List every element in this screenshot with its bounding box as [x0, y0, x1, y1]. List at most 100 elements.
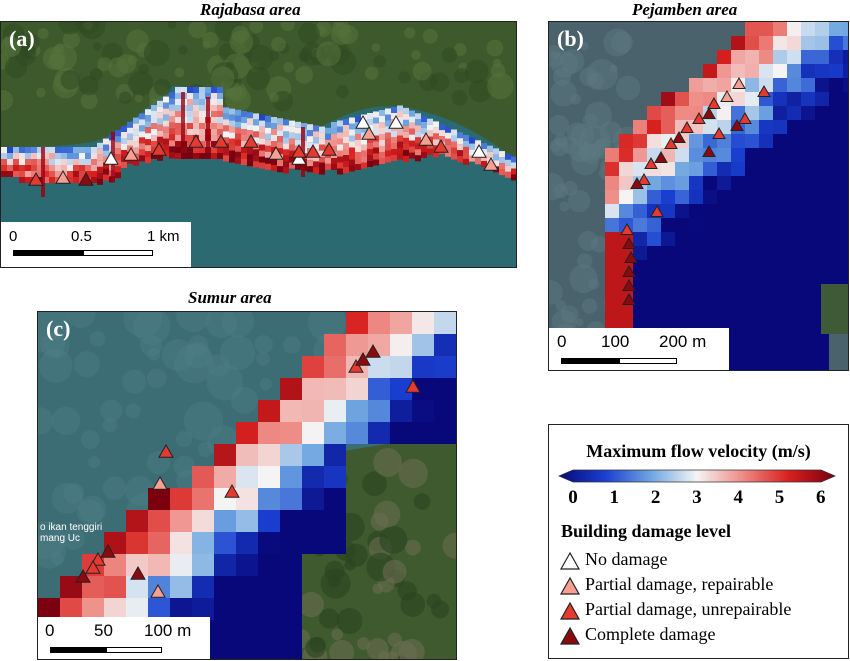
building-marker — [28, 171, 44, 186]
building-marker — [672, 130, 686, 143]
building-marker — [622, 264, 636, 277]
building-marker — [738, 111, 752, 124]
building-marker — [158, 443, 174, 458]
scale-bar-a: 0 0.5 1 km — [1, 222, 191, 267]
scale-a-tick-1: 0.5 — [71, 228, 92, 245]
damage-level-label: Partial damage, repairable — [585, 574, 774, 594]
scale-c-tick-1: 50 — [94, 621, 113, 640]
damage-level-label: Partial damage, unrepairable — [585, 599, 792, 619]
building-marker — [348, 358, 364, 373]
building-marker — [622, 292, 636, 305]
building-marker — [471, 143, 487, 158]
colorbar-tick-label: 4 — [733, 487, 743, 508]
building-marker — [291, 143, 307, 158]
building-marker — [622, 278, 636, 291]
panel-b-label: (b) — [557, 26, 584, 51]
velocity-legend-title: Maximum flow velocity (m/s) — [586, 441, 811, 461]
building-marker — [100, 543, 116, 558]
building-marker — [188, 133, 204, 148]
map-legend: Maximum flow velocity (m/s) 0 1 2 3 4 5 6 Buil… — [548, 424, 849, 659]
building-marker — [644, 156, 658, 169]
building-marker — [151, 141, 167, 156]
damage-level-label: No damage — [585, 549, 668, 569]
panel-c-title: Sumur area — [188, 288, 272, 307]
building-marker — [243, 133, 259, 148]
building-marker — [55, 169, 71, 184]
scale-bar-c: 0 50 100 m — [38, 617, 210, 659]
scale-b-tick-2: 200 m — [659, 332, 707, 351]
triangle-icon — [559, 551, 581, 570]
building-marker — [664, 136, 678, 149]
sumur-map-image — [38, 312, 456, 659]
building-marker — [680, 120, 694, 133]
building-marker — [720, 89, 734, 102]
colorbar-tick-label: 6 — [816, 487, 826, 508]
scale-a-bar-black — [13, 250, 83, 256]
colorbar-tick-label: 1 — [609, 487, 620, 508]
panel-a-label: (a) — [9, 26, 35, 51]
scale-a-bar-white — [83, 250, 153, 256]
building-marker — [730, 118, 744, 131]
triangle-icon — [559, 601, 581, 620]
building-marker — [630, 176, 644, 189]
building-marker — [712, 126, 726, 139]
building-marker — [418, 131, 434, 146]
building-marker — [123, 146, 139, 161]
panel-b-title: Pejamben area — [632, 0, 738, 19]
scale-b-tick-0: 0 — [557, 332, 567, 351]
scale-c-tick-0: 0 — [45, 621, 55, 640]
building-marker — [650, 204, 664, 217]
scale-a-tick-0: 0 — [9, 228, 18, 245]
building-marker — [361, 125, 377, 140]
building-marker — [707, 96, 721, 109]
scale-c-bar-white — [106, 647, 162, 653]
building-marker — [355, 351, 371, 366]
building-marker — [732, 76, 746, 89]
building-marker — [637, 172, 651, 185]
building-marker — [78, 171, 94, 186]
damage-level-label: Complete damage — [585, 624, 716, 644]
building-marker — [483, 156, 499, 171]
building-marker — [624, 250, 638, 263]
building-marker — [130, 565, 146, 580]
building-marker — [355, 114, 371, 129]
triangle-icon — [559, 626, 581, 645]
rajabasa-map-image — [1, 22, 516, 267]
building-marker — [702, 106, 716, 119]
building-marker — [75, 568, 91, 583]
scale-a-tick-2: 1 km — [147, 228, 180, 245]
building-marker — [388, 114, 404, 129]
building-marker — [268, 145, 284, 160]
panel-a-title: Rajabasa area — [200, 0, 301, 19]
scale-c-tick-2: 100 m — [144, 621, 192, 640]
panel-a-map: (a) 0 0.5 1 km — [0, 21, 517, 268]
building-marker — [433, 138, 449, 153]
building-marker — [152, 475, 168, 490]
scale-b-tick-1: 100 — [601, 332, 630, 351]
building-marker — [224, 483, 240, 498]
building-marker — [692, 111, 706, 124]
velocity-colorbar — [557, 469, 837, 483]
pejamben-map-image — [549, 22, 848, 370]
colorbar-tick-label: 0 — [568, 487, 578, 508]
scale-b-bar-white — [619, 358, 677, 364]
building-marker — [150, 583, 166, 598]
building-marker — [757, 84, 771, 97]
building-marker — [321, 141, 337, 156]
building-marker — [622, 236, 636, 249]
building-marker — [620, 222, 634, 235]
building-marker — [90, 551, 106, 566]
building-marker — [103, 150, 119, 165]
scale-b-bar-black — [561, 358, 619, 364]
panel-c-map: (c) o ikan tenggiri mang Uc 0 50 100 m — [37, 311, 457, 660]
panel-c-label: (c) — [46, 316, 71, 341]
triangle-icon — [559, 576, 581, 595]
building-marker — [365, 343, 381, 358]
building-marker — [654, 150, 668, 163]
scale-bar-b: 0 100 200 m — [549, 328, 729, 370]
building-marker — [213, 133, 229, 148]
panel-b-map: (b) 0 100 200 m — [548, 21, 849, 371]
colorbar-tick-label: 3 — [692, 487, 702, 508]
colorbar-tick-label: 2 — [650, 487, 661, 508]
damage-legend-title: Building damage level — [561, 521, 732, 541]
